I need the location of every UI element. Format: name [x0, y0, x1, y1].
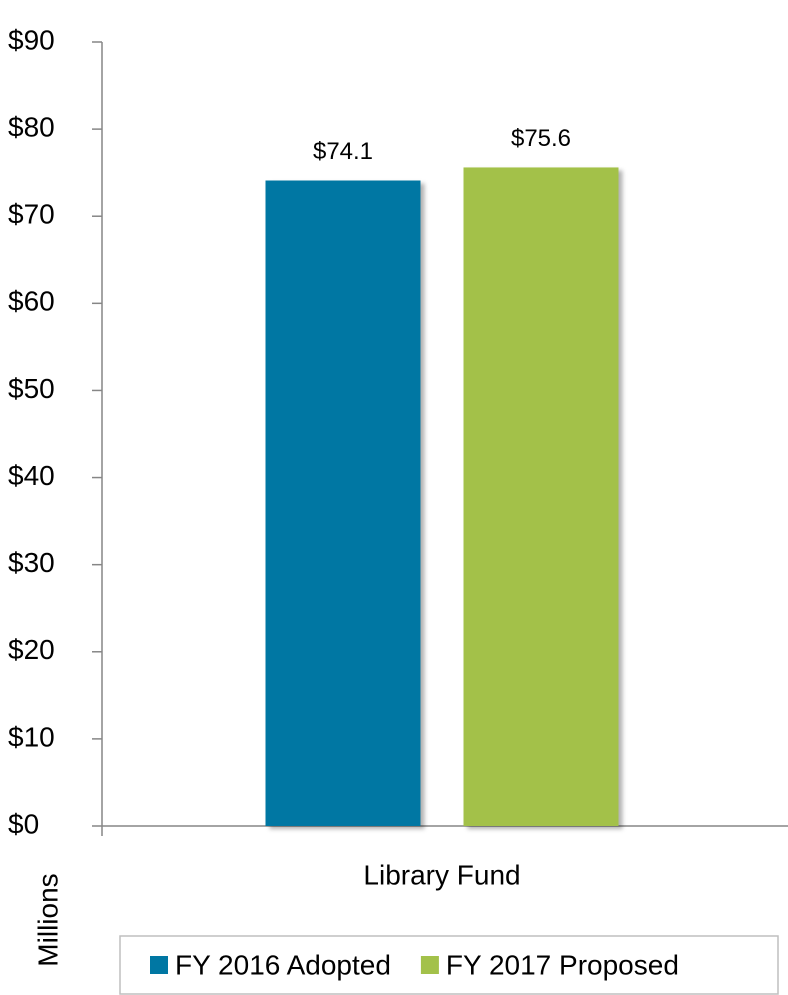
y-tick-label: $50 [8, 373, 55, 404]
y-tick-label: $10 [8, 721, 55, 752]
y-tick-label: $30 [8, 547, 55, 578]
y-tick-label: $20 [8, 634, 55, 665]
y-tick-label: $70 [8, 199, 55, 230]
legend-label: FY 2016 Adopted [175, 949, 391, 980]
legend-box [119, 935, 779, 995]
bar [463, 167, 619, 826]
x-tick-label: Library Fund [363, 859, 520, 890]
legend-label: FY 2017 Proposed [446, 949, 679, 980]
y-tick-label: $60 [8, 286, 55, 317]
y-tick-label: $40 [8, 460, 55, 491]
data-label: $74.1 [313, 138, 373, 165]
y-tick-label: $90 [8, 24, 55, 55]
legend-swatch [150, 956, 168, 974]
legend-swatch [420, 956, 439, 974]
y-tick-label: $80 [8, 112, 55, 143]
y-axis-label: Millions [32, 873, 63, 966]
y-tick-label: $0 [8, 808, 39, 839]
bar [265, 180, 421, 827]
data-label: $75.6 [511, 125, 571, 152]
